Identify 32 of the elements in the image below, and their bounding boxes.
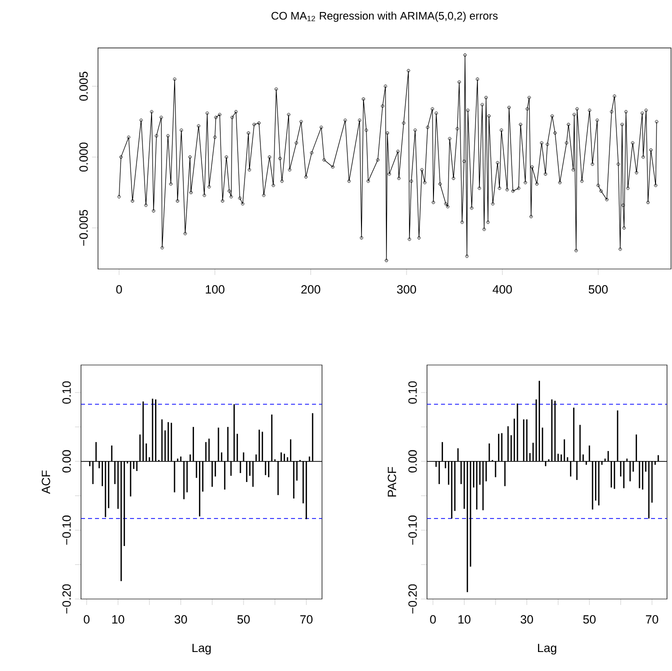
x-tick-label: 0 — [430, 615, 436, 624]
y-tick-label: −0.20 — [408, 584, 417, 614]
x-tick-label: 0 — [116, 285, 122, 294]
x-tick-label: 100 — [206, 285, 224, 294]
x-tick-label: 50 — [237, 615, 250, 624]
x-tick-label: 30 — [520, 615, 534, 624]
y-axis-title: PACF — [388, 466, 396, 497]
y-tick-label: −0.20 — [62, 584, 71, 614]
y-tick-label: −0.005 — [79, 210, 88, 246]
y-tick-label: 0.000 — [79, 142, 88, 172]
x-tick-label: 200 — [301, 285, 320, 294]
x-tick-label: 10 — [112, 615, 124, 624]
x-tick-label: 400 — [492, 285, 512, 294]
y-tick-label: −0.10 — [62, 516, 71, 545]
x-tick-label: 70 — [300, 615, 313, 624]
x-tick-label: 300 — [397, 285, 416, 294]
y-tick-label: −0.10 — [408, 516, 417, 545]
y-tick-label: 0.005 — [79, 72, 88, 101]
x-tick-label: 50 — [583, 615, 596, 624]
y-tick-label: 0.10 — [408, 381, 417, 404]
y-tick-label: 0.10 — [62, 381, 71, 404]
x-tick-label: 0 — [84, 615, 90, 624]
y-tick-label: 0.00 — [62, 450, 71, 473]
y-axis-title: ACF — [42, 470, 50, 494]
x-axis-title: Lag — [192, 644, 211, 655]
x-axis-title: Lag — [538, 644, 556, 655]
x-tick-label: 10 — [458, 615, 470, 624]
y-tick-label: 0.00 — [408, 450, 417, 473]
x-tick-label: 30 — [174, 615, 187, 624]
x-tick-label: 70 — [646, 615, 658, 624]
chart-title: CO MA$_{12}$ Regression with ARIMA(5,0,2) errors — [272, 12, 498, 22]
x-tick-label: 500 — [588, 285, 608, 294]
